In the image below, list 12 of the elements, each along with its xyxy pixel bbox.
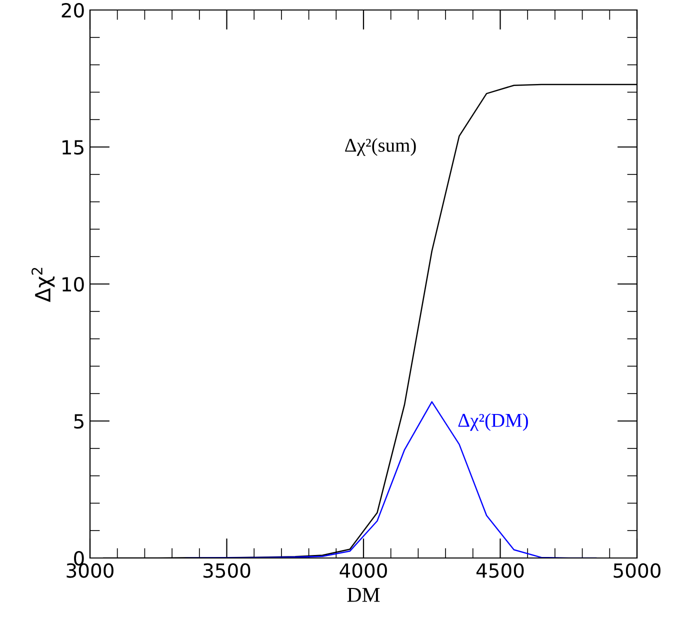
annotation: Δχ²(DM) bbox=[458, 413, 528, 431]
x-axis-title: DM bbox=[347, 588, 380, 602]
y-axis-title: Δχ$^{2}$ bbox=[32, 268, 55, 302]
y-tick-label: 15 bbox=[62, 140, 84, 155]
y-tick-label: 20 bbox=[62, 2, 84, 18]
x-tick-label: 4500 bbox=[476, 563, 524, 578]
y-tick-label: 5 bbox=[74, 414, 84, 429]
x-tick-label: 5000 bbox=[614, 563, 660, 578]
x-tick-label: 3500 bbox=[203, 563, 250, 578]
annotation: Δχ²(sum) bbox=[345, 138, 416, 156]
y-tick-label: 10 bbox=[62, 276, 84, 292]
x-tick-label: 4000 bbox=[340, 563, 387, 578]
